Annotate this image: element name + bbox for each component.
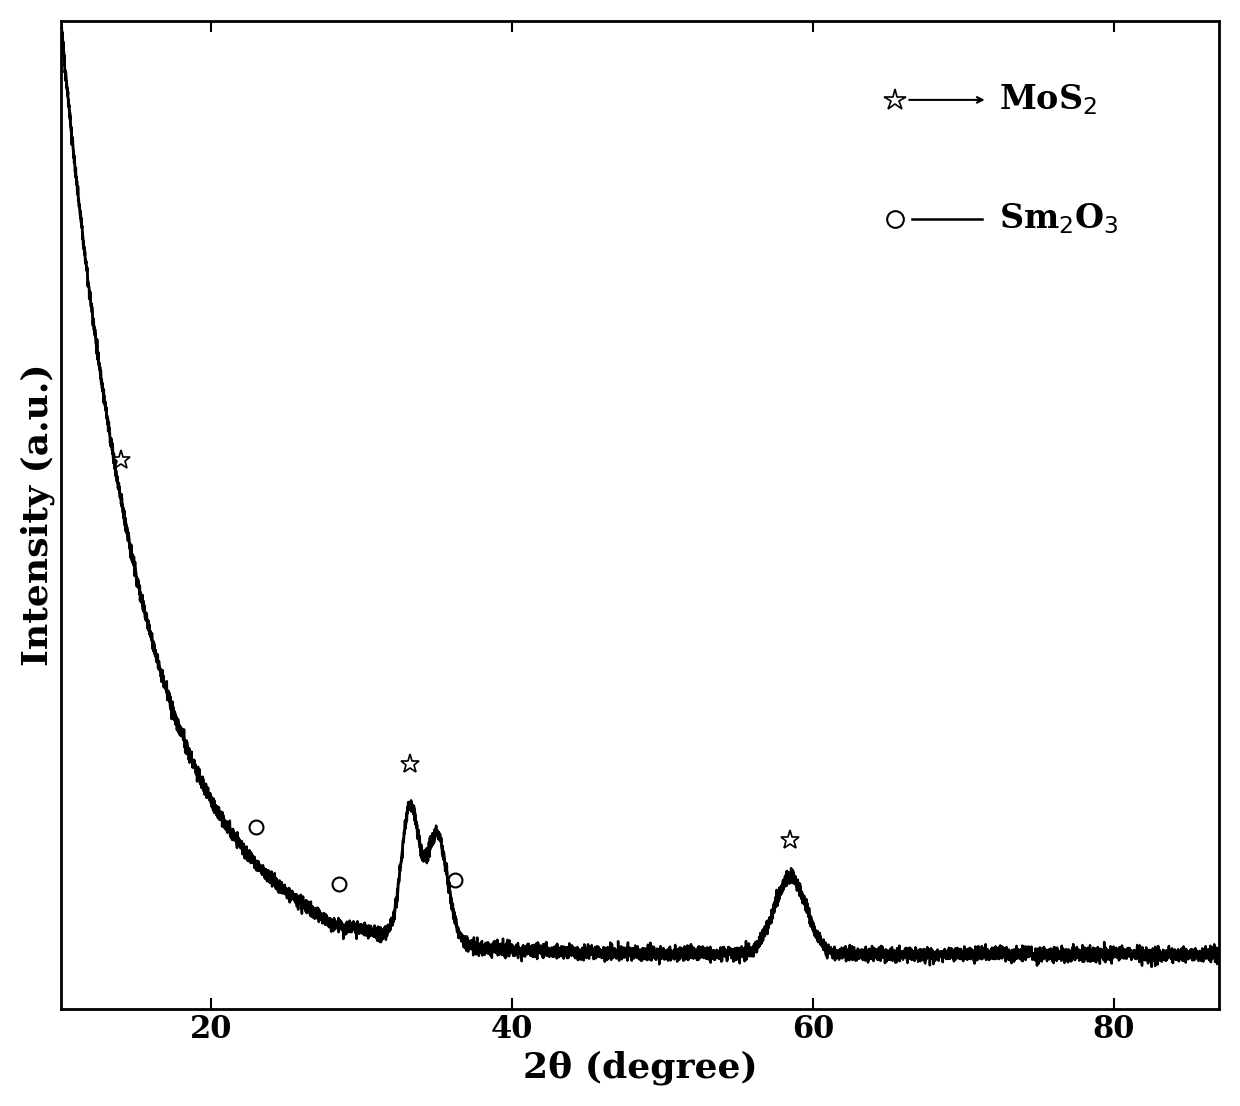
- Y-axis label: Intensity (a.u.): Intensity (a.u.): [21, 364, 56, 666]
- X-axis label: 2θ (degree): 2θ (degree): [523, 1051, 758, 1085]
- Text: MoS$_2$: MoS$_2$: [999, 83, 1097, 117]
- Text: Sm$_2$O$_3$: Sm$_2$O$_3$: [999, 201, 1118, 236]
